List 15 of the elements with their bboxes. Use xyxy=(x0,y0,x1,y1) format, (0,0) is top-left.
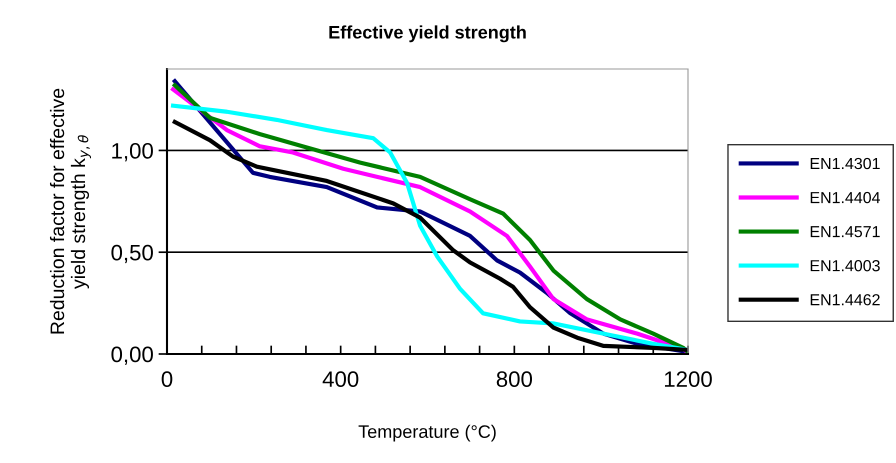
y-axis-title: Reduction factor for effective yield strength k$_{y,θ}$ xyxy=(50,88,92,334)
x-tick-label: 0 xyxy=(162,371,172,387)
x-axis-title: Temperature (°C) xyxy=(358,424,496,442)
legend-label: EN1.4571 xyxy=(810,226,880,238)
x-tick-label: 1200 xyxy=(664,371,712,387)
legend-label: EN1.4404 xyxy=(810,192,880,204)
legend-label: EN1.4301 xyxy=(810,158,880,170)
y-tick-label: 0,00 xyxy=(111,346,153,365)
legend-label: EN1.4462 xyxy=(810,294,880,306)
x-tick-label: 800 xyxy=(496,371,532,387)
chart-title: Effective yield strength xyxy=(329,25,526,42)
y-tick-label: 1,00 xyxy=(112,142,153,162)
x-tick-label: 400 xyxy=(322,371,358,387)
y-tick-label: 0,50 xyxy=(111,244,153,264)
legend-label: EN1.4003 xyxy=(810,260,880,272)
